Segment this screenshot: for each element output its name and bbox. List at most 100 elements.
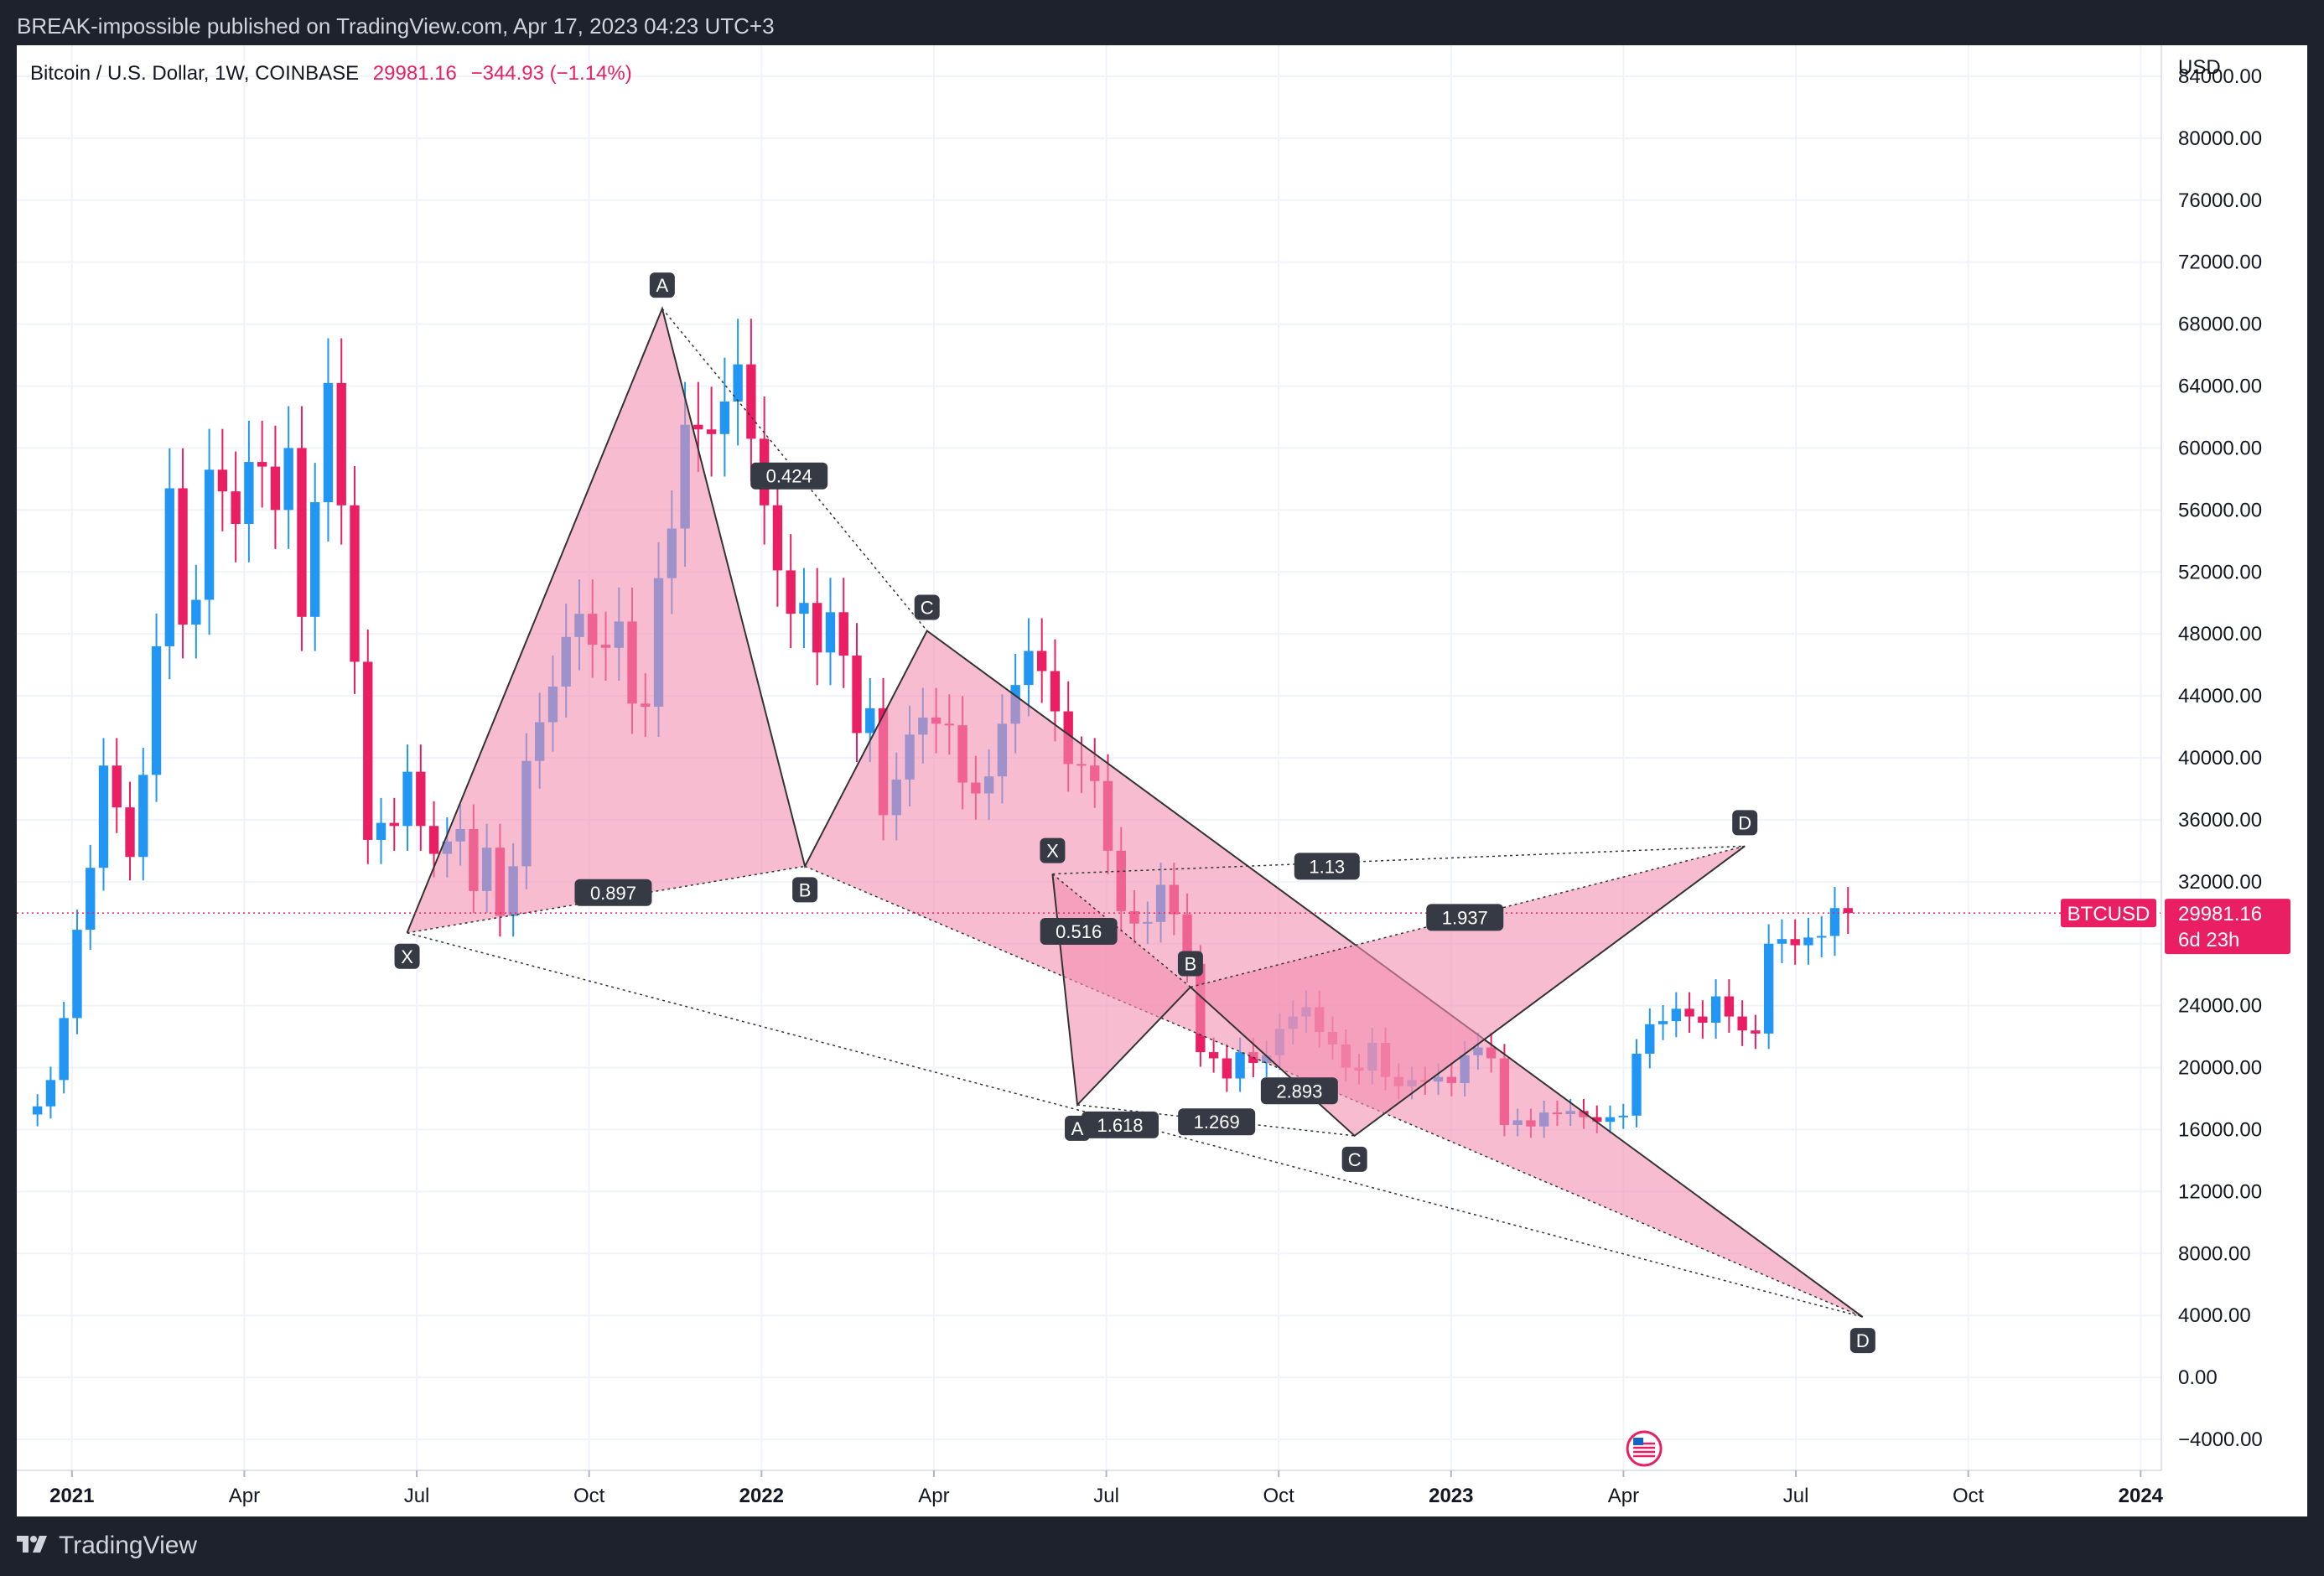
price-tick-label: 68000.00 bbox=[2178, 314, 2262, 336]
candle-body bbox=[257, 462, 267, 467]
chart-canvas[interactable]: X A B C D 0.897 0.424 1.618 1.269 X A B C D 0.516 1.13 2… bbox=[17, 45, 2307, 1516]
time-tick-label: 2022 bbox=[739, 1485, 784, 1507]
candle-body bbox=[86, 868, 95, 930]
time-tick-label: Jul bbox=[404, 1485, 430, 1507]
candle-body bbox=[363, 661, 372, 840]
candle-body bbox=[812, 603, 822, 652]
price-tag-countdown: 6d 23h bbox=[2178, 929, 2239, 951]
small-pattern-point-label: B bbox=[1185, 953, 1197, 974]
candle-body bbox=[799, 603, 808, 614]
price-tick-label: −4000.00 bbox=[2178, 1428, 2263, 1451]
candle-body bbox=[1711, 997, 1720, 1023]
candle-body bbox=[376, 823, 386, 840]
chart-panel[interactable]: X A B C D 0.897 0.424 1.618 1.269 X A B C D 0.516 1.13 2… bbox=[17, 45, 2307, 1516]
time-tick-label: Apr bbox=[229, 1485, 260, 1507]
candle-body bbox=[125, 807, 134, 857]
time-tick-label: Oct bbox=[1953, 1485, 1984, 1507]
candle-body bbox=[1645, 1024, 1654, 1054]
candle-body bbox=[337, 383, 346, 505]
price-tick-label: 84000.00 bbox=[2178, 65, 2262, 88]
tradingview-brand: TradingView bbox=[59, 1532, 197, 1560]
candle-body bbox=[218, 469, 227, 491]
candle-body bbox=[284, 448, 293, 510]
candle-body bbox=[99, 765, 108, 868]
small-pattern-ratio-label: 1.13 bbox=[1309, 856, 1345, 877]
candle-body bbox=[244, 462, 253, 524]
time-tick-label: Oct bbox=[1263, 1485, 1295, 1507]
candle-body bbox=[178, 488, 187, 625]
small-pattern-point-label: A bbox=[1071, 1118, 1084, 1139]
candle-body bbox=[33, 1107, 42, 1115]
large-pattern-triangle-xab bbox=[407, 308, 806, 933]
large-pattern-ratio-label: 1.269 bbox=[1194, 1112, 1240, 1133]
candle-body bbox=[826, 612, 835, 652]
candle-body bbox=[1777, 939, 1787, 944]
candle-body bbox=[402, 772, 412, 827]
candle-body bbox=[1024, 651, 1033, 686]
candle-body bbox=[1684, 1008, 1694, 1016]
candle-body bbox=[1751, 1030, 1760, 1034]
small-pattern-ratio-label: 2.893 bbox=[1276, 1081, 1322, 1102]
candle-body bbox=[1817, 936, 1826, 938]
candle-body bbox=[1764, 944, 1773, 1034]
candle-body bbox=[786, 570, 796, 614]
small-pattern-ratio-label: 1.937 bbox=[1442, 907, 1488, 928]
time-tick-label: Jul bbox=[1093, 1485, 1119, 1507]
tradingview-logo-icon bbox=[17, 1536, 50, 1556]
candle-body bbox=[231, 491, 240, 524]
price-tick-label: 40000.00 bbox=[2178, 747, 2262, 770]
candle-body bbox=[152, 646, 161, 775]
price-tick-label: 52000.00 bbox=[2178, 561, 2262, 583]
candle-body bbox=[1235, 1052, 1244, 1078]
symbol-tag-label: BTCUSD bbox=[2067, 903, 2150, 925]
price-tick-label: 80000.00 bbox=[2178, 127, 2262, 150]
price-tick-label: 48000.00 bbox=[2178, 623, 2262, 645]
price-tick-label: 64000.00 bbox=[2178, 376, 2262, 398]
price-change: −344.93 (−1.14%) bbox=[471, 62, 632, 85]
candle-body bbox=[1672, 1008, 1681, 1021]
price-tick-label: 12000.00 bbox=[2178, 1180, 2262, 1203]
candle-body bbox=[1619, 1116, 1628, 1117]
candle-body bbox=[112, 765, 122, 807]
candle-body bbox=[324, 383, 333, 502]
candle-body bbox=[390, 823, 399, 827]
time-tick-label: Apr bbox=[918, 1485, 949, 1507]
small-pattern-point-label: X bbox=[1046, 841, 1059, 862]
candle-body bbox=[60, 1018, 69, 1080]
candle-body bbox=[1803, 937, 1813, 945]
large-pattern-point-label: A bbox=[656, 275, 669, 296]
publisher-line: BREAK-impossible published on TradingVie… bbox=[17, 13, 775, 39]
large-pattern-ratio-label: 0.424 bbox=[766, 466, 812, 487]
candle-body bbox=[693, 425, 703, 430]
candle-body bbox=[165, 488, 174, 645]
candle-body bbox=[1698, 1017, 1707, 1023]
candle-body bbox=[720, 402, 729, 434]
price-tick-label: 4000.00 bbox=[2178, 1304, 2251, 1327]
time-tick-label: Jul bbox=[1783, 1485, 1809, 1507]
large-pattern-point-label: B bbox=[799, 879, 812, 900]
price-tick-label: 44000.00 bbox=[2178, 685, 2262, 708]
small-pattern-point-label: D bbox=[1738, 812, 1751, 833]
large-pattern-ratio-label: 0.897 bbox=[590, 883, 636, 904]
candle-body bbox=[746, 365, 755, 439]
candle-body bbox=[852, 656, 861, 733]
large-pattern-point-label: C bbox=[921, 597, 934, 618]
candle-body bbox=[865, 708, 874, 734]
price-tick-label: 76000.00 bbox=[2178, 189, 2262, 212]
candle-body bbox=[1791, 939, 1800, 945]
candle-body bbox=[1037, 651, 1046, 671]
tradingview-logo[interactable]: TradingView bbox=[17, 1532, 197, 1560]
candle-body bbox=[1830, 908, 1839, 936]
symbol-legend: Bitcoin / U.S. Dollar, 1W, COINBASE 2998… bbox=[30, 62, 632, 86]
top-bar: BREAK-impossible published on TradingVie… bbox=[0, 0, 2324, 45]
large-pattern-point-label: D bbox=[1856, 1330, 1870, 1351]
time-tick-label: Apr bbox=[1608, 1485, 1639, 1507]
price-tick-label: 60000.00 bbox=[2178, 437, 2262, 459]
large-pattern-ratio-label: 1.618 bbox=[1097, 1115, 1143, 1136]
candle-body bbox=[297, 448, 306, 616]
small-pattern-point-label: C bbox=[1348, 1149, 1362, 1170]
candle-body bbox=[1658, 1021, 1668, 1024]
candle-body bbox=[1606, 1117, 1615, 1122]
price-tick-label: 16000.00 bbox=[2178, 1118, 2262, 1141]
candle-body bbox=[191, 600, 200, 625]
